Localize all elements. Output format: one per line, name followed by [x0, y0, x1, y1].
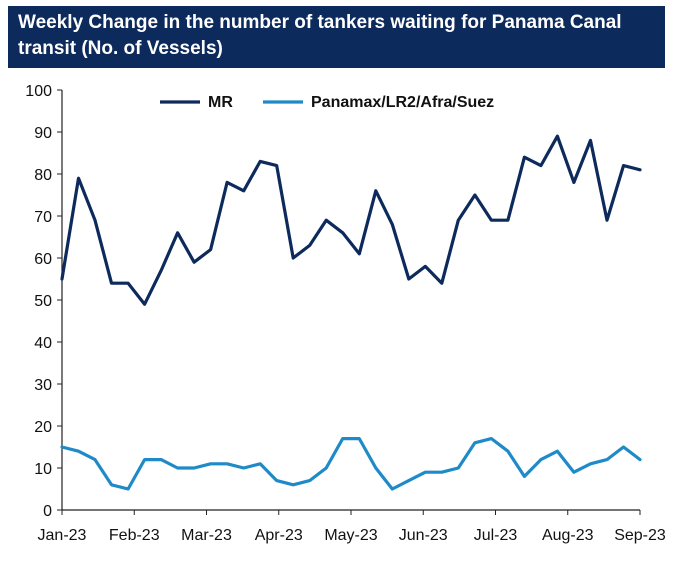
chart-area: 0 10 20 30 40 50 60 70 80 90 100 Jan-23 Feb-23 Mar-2… [0, 74, 673, 572]
y-tick-label: 80 [34, 167, 52, 184]
x-axis-ticks: Jan-23 Feb-23 Mar-23 Apr-23 May-23 Jun-23 Jul-… [38, 510, 666, 544]
y-tick-label: 30 [34, 377, 52, 394]
y-tick-label: 100 [25, 83, 52, 100]
x-tick-label: Mar-23 [181, 527, 232, 544]
x-tick-label: Sep-23 [614, 527, 666, 544]
x-tick-label: May-23 [324, 527, 377, 544]
series-line-panamax-lr2-afra-suez [60, 437, 642, 491]
x-tick-label: Aug-23 [542, 527, 594, 544]
y-tick-label: 20 [34, 419, 52, 436]
series-line-mr [60, 134, 642, 306]
chart-title: Weekly Change in the number of tankers w… [8, 6, 665, 68]
y-tick-label: 90 [34, 125, 52, 142]
legend-label: Panamax/LR2/Afra/Suez [311, 94, 494, 111]
y-tick-label: 50 [34, 293, 52, 310]
x-tick-label: Jun-23 [399, 527, 448, 544]
y-tick-label: 0 [43, 503, 52, 520]
x-tick-label: Apr-23 [255, 527, 303, 544]
y-tick-label: 40 [34, 335, 52, 352]
x-tick-label: Jan-23 [38, 527, 87, 544]
legend: MR Panamax/LR2/Afra/Suez [160, 94, 494, 111]
line-chart: 0 10 20 30 40 50 60 70 80 90 100 Jan-23 Feb-23 Mar-2… [25, 83, 666, 544]
series-lines [60, 134, 642, 491]
x-tick-label: Jul-23 [474, 527, 518, 544]
y-tick-label: 10 [34, 461, 52, 478]
y-tick-label: 60 [34, 251, 52, 268]
legend-label: MR [208, 94, 233, 111]
x-tick-label: Feb-23 [109, 527, 160, 544]
axes [61, 90, 640, 511]
y-tick-label: 70 [34, 209, 52, 226]
y-axis-ticks: 0 10 20 30 40 50 60 70 80 90 100 [25, 83, 62, 520]
